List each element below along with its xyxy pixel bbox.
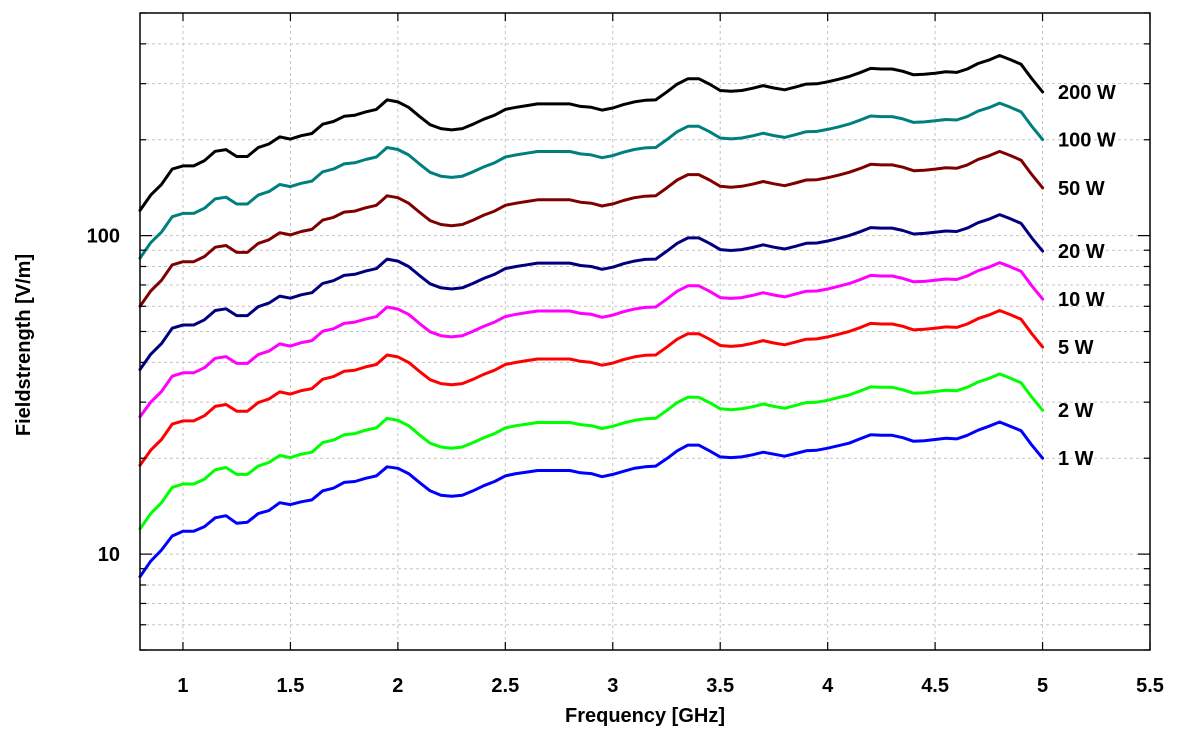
x-tick-label: 2: [392, 675, 403, 697]
ticks: [140, 12, 1151, 651]
series-label: 10 W: [1058, 289, 1105, 311]
x-tick-label: 5: [1037, 675, 1048, 697]
series-label: 20 W: [1058, 241, 1105, 263]
x-tick-label: 3.5: [706, 675, 734, 697]
series-labels: 1 W 2 W 5 W 10 W 20 W 50 W 100 W 200 W: [1058, 82, 1116, 470]
x-tick-label: 3: [607, 675, 618, 697]
y-tick-labels: 10 100: [87, 226, 120, 567]
x-tick-label: 4.5: [921, 675, 949, 697]
y-tick-label: 100: [87, 226, 120, 248]
series-line-2w: [138, 372, 1045, 531]
x-tick-label: 2.5: [491, 675, 519, 697]
series-label: 2 W: [1058, 400, 1094, 422]
series-line-1w: [138, 420, 1045, 579]
series-label: 200 W: [1058, 82, 1116, 104]
series-lines: [138, 54, 1045, 579]
series-line-20w: [138, 213, 1045, 371]
series-label: 5 W: [1058, 337, 1094, 359]
series-label: 1 W: [1058, 448, 1094, 470]
series-line-200w: [138, 54, 1045, 212]
series-label: 100 W: [1058, 130, 1116, 152]
x-axis-title: Frequency [GHz]: [565, 705, 725, 727]
series-label: 50 W: [1058, 178, 1105, 200]
x-tick-label: 4: [822, 675, 834, 697]
y-axis-title: Fieldstrength [V/m]: [13, 254, 35, 436]
series-line-100w: [138, 101, 1045, 260]
series-line-5w: [138, 309, 1045, 467]
series-line-50w: [138, 149, 1045, 308]
x-tick-label: 1: [177, 675, 188, 697]
x-tick-label: 5.5: [1136, 675, 1164, 697]
grid: [140, 12, 1151, 651]
x-tick-labels: 1 1.5 2 2.5 3 3.5 4 4.5 5 5.5: [177, 675, 1163, 697]
x-tick-label: 1.5: [277, 675, 305, 697]
y-tick-label: 10: [98, 544, 120, 566]
series-line-10w: [138, 261, 1045, 419]
